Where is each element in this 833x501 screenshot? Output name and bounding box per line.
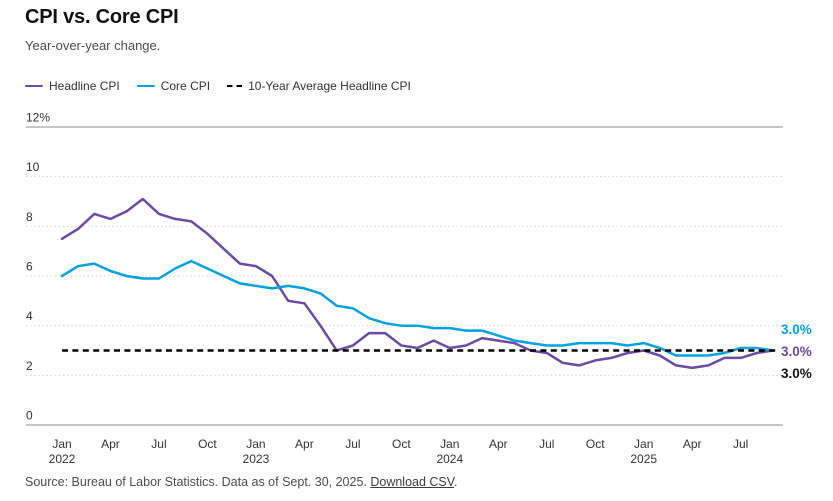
y-tick-label: 8	[26, 210, 33, 224]
x-tick-label: Jul	[151, 437, 166, 451]
y-tick-label: 12%	[26, 111, 50, 125]
x-tick-year-label: 2025	[630, 452, 657, 466]
source-suffix: .	[453, 475, 458, 489]
x-tick-label: Oct	[586, 437, 605, 451]
x-tick-label: Jan	[246, 437, 265, 451]
x-tick-year-label: 2022	[49, 452, 76, 466]
x-tick-year-label: 2024	[436, 452, 463, 466]
headline-cpi-line	[60, 197, 775, 370]
legend-item-core-cpi: Core CPI	[136, 79, 211, 93]
chart-subtitle: Year-over-year change.	[25, 38, 161, 53]
chart-legend: Headline CPI Core CPI 10-Year Average He…	[25, 79, 411, 93]
x-tick-year-label: 2023	[243, 452, 270, 466]
legend-label-average: 10-Year Average Headline CPI	[248, 79, 411, 93]
y-tick-label: 4	[26, 309, 33, 323]
x-tick-label: Jan	[440, 437, 459, 451]
x-tick-label: Apr	[101, 437, 120, 451]
legend-item-headline-cpi: Headline CPI	[25, 79, 120, 93]
x-tick-label: Apr	[683, 437, 702, 451]
x-tick-label: Jul	[539, 437, 554, 451]
x-tick-label: Oct	[392, 437, 411, 451]
x-tick-label: Jul	[733, 437, 748, 451]
x-tick-label: Apr	[489, 437, 508, 451]
x-tick-label: Jul	[345, 437, 360, 451]
y-tick-label: 10	[26, 160, 40, 174]
x-tick-label: Apr	[295, 437, 314, 451]
dashed-line-swatch	[227, 84, 243, 88]
core-cpi-line-swatch	[136, 84, 155, 88]
end-value-label-headline-cpi: 3.0%	[781, 344, 812, 359]
y-tick-label: 6	[26, 260, 33, 274]
page-title: CPI vs. Core CPI	[25, 6, 179, 28]
y-tick-label: 0	[26, 409, 33, 423]
source-text: Source: Bureau of Labor Statistics. Data…	[25, 475, 371, 489]
legend-item-average: 10-Year Average Headline CPI	[227, 79, 411, 93]
headline-cpi-line-swatch	[25, 84, 43, 88]
y-tick-label: 2	[26, 359, 33, 373]
download-csv-link[interactable]: Download CSV	[370, 475, 454, 489]
legend-label-headline-cpi: Headline CPI	[49, 79, 120, 93]
end-value-label-average: 3.0%	[781, 366, 812, 381]
x-tick-label: Oct	[198, 437, 217, 451]
source-note: Source: Bureau of Labor Statistics. Data…	[25, 475, 457, 489]
legend-label-core-cpi: Core CPI	[160, 79, 211, 93]
x-tick-label: Jan	[52, 437, 71, 451]
end-value-label-core-cpi: 3.0%	[781, 322, 812, 337]
core-cpi-line	[60, 259, 775, 357]
x-tick-label: Jan	[634, 437, 653, 451]
